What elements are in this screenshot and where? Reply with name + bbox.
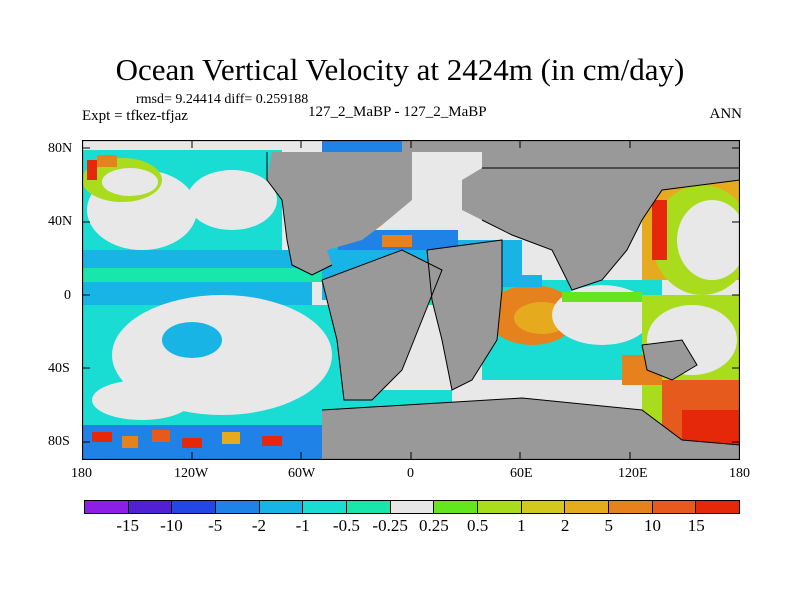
y-tick-label: 40N (48, 214, 73, 229)
colorbar-swatch (128, 501, 173, 513)
colorbar-label: 1 (517, 516, 526, 535)
season-label: ANN (709, 106, 743, 122)
colorbar (84, 500, 740, 514)
colorbar-swatch (85, 501, 129, 513)
coastlines (266, 152, 740, 446)
colorbar-swatch (565, 501, 610, 513)
y-tick-label: 80S (48, 434, 70, 449)
colorbar-swatch (347, 501, 391, 513)
x-tick-label: 120E (618, 466, 648, 481)
plot-title: Ocean Vertical Velocity at 2424m (in cm/… (115, 52, 685, 87)
x-tick-label: 0 (407, 466, 414, 481)
x-ticks (191, 140, 631, 460)
colorbar-swatch (259, 501, 304, 513)
x-tick-label: 60W (288, 466, 316, 481)
colorbar-label: -15 (116, 516, 140, 535)
colorbar-label: -0.5 (332, 516, 360, 535)
y-tick-label: 80N (48, 141, 73, 156)
colorbar-label: 2 (560, 516, 570, 535)
x-tick-label: 60E (510, 466, 533, 481)
colorbar-label: 0.5 (466, 516, 489, 535)
colorbar-swatch (478, 501, 522, 513)
experiment-label: Expt = tfkez-tfjaz (82, 108, 188, 124)
colorbar-swatch (696, 501, 740, 513)
y-ticks (82, 147, 740, 443)
colorbar-swatch (216, 501, 260, 513)
colorbar-swatch (390, 501, 435, 513)
x-tick-label: 180 (71, 466, 92, 481)
stats-text: rmsd= 9.24414 diff= 0.259188 (136, 92, 309, 107)
map-panel (82, 140, 740, 460)
colorbar-label: -10 (160, 516, 183, 535)
colorbar-label: 15 (687, 516, 705, 535)
colorbar-swatch (434, 501, 479, 513)
colorbar-label: -1 (295, 516, 310, 535)
colorbar-label: 10 (644, 516, 662, 535)
colorbar-label: -5 (208, 516, 223, 535)
colorbar-swatch (609, 501, 653, 513)
indian-field (482, 275, 662, 380)
colorbar-swatch (303, 501, 348, 513)
colorbar-swatch (652, 501, 697, 513)
colorbar-label: -0.25 (372, 516, 408, 535)
colorbar-swatch (172, 501, 217, 513)
x-tick-label: 120W (174, 466, 209, 481)
colorbar-swatch (521, 501, 566, 513)
case-label: 127_2_MaBP - 127_2_MaBP (308, 104, 487, 120)
land-masses (192, 140, 740, 460)
pacific-field (82, 150, 352, 460)
y-tick-label: 0 (64, 288, 71, 303)
colorbar-label: 5 (604, 516, 614, 535)
colorbar-label: 0.25 (418, 516, 449, 535)
x-tick-label: 180 (729, 466, 750, 481)
colorbar-label: -2 (251, 516, 267, 535)
y-tick-label: 40S (48, 361, 70, 376)
